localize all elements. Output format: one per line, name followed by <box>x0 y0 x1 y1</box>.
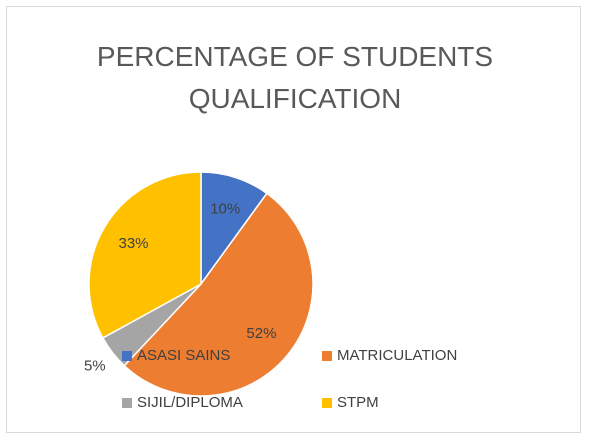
pie-slice <box>88 171 202 339</box>
data-label: 52% <box>246 325 276 342</box>
data-label: 5% <box>84 357 106 374</box>
legend-label: ASASI SAINS <box>137 347 230 364</box>
legend-swatch <box>322 398 332 408</box>
legend-label: SIJIL/DIPLOMA <box>137 394 243 411</box>
legend-swatch <box>322 351 332 361</box>
legend-label: STPM <box>337 394 379 411</box>
data-label: 33% <box>119 235 149 252</box>
legend-swatch <box>122 351 132 361</box>
pie-slice <box>123 192 314 397</box>
data-label: 10% <box>210 200 240 217</box>
chart-title: PERCENTAGE OF STUDENTS QUALIFICATION <box>96 41 494 114</box>
chart-frame <box>6 6 581 433</box>
legend-label: MATRICULATION <box>337 347 457 364</box>
legend-swatch <box>122 398 132 408</box>
